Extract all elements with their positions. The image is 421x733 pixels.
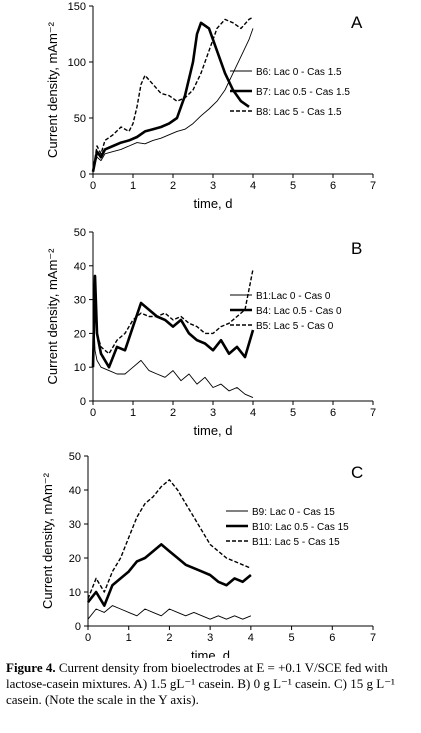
panel-c-series-line-1 — [87, 605, 252, 620]
panel-c-legend-entry-2: B10: Lac 0.5 - Cas 15 — [252, 522, 349, 533]
panel-b-legend-entry-1: B1:Lac 0 - Cas 0 — [256, 291, 331, 302]
panel-c-series-line-2 — [86, 543, 252, 607]
panel-b-y-tick-label: 30 — [74, 295, 86, 307]
panel-b-y-tick-label: 50 — [74, 227, 86, 239]
panel-b-series-line-3 — [92, 269, 254, 361]
panel-b-x-tick-label: 7 — [370, 407, 376, 419]
panel-c-x-tick-label: 5 — [289, 632, 295, 644]
panel-b-x-tick-label: 0 — [90, 407, 96, 419]
panel-b-legend-entry-3: B5: Lac 5 - Cas 0 — [256, 321, 334, 332]
panel-a-legend-entry-3: B8: Lac 5 - Cas 1.5 — [256, 107, 342, 118]
panel-a-x-tick-label: 7 — [370, 180, 376, 192]
panel-c-x-tick-label: 0 — [85, 632, 91, 644]
panel-c-legend-entry-3: B11: Lac 5 - Cas 15 — [252, 537, 340, 548]
panel-a-x-tick-label: 5 — [290, 180, 296, 192]
panel-a-legend-entry-1: B6: Lac 0 - Cas 1.5 — [256, 67, 342, 78]
panel-c-label: C — [351, 463, 363, 482]
panel-a-y-axis-label: Current density, mAm⁻² — [45, 21, 60, 158]
panel-c-y-tick-label: 20 — [69, 553, 81, 565]
panel-b-legend-entry-2: B4: Lac 0.5 - Cas 0 — [256, 306, 342, 317]
panel-c-x-tick-label: 7 — [370, 632, 376, 644]
panel-b-series-line-2 — [91, 274, 255, 369]
panel-a-x-axis-label: time, d — [193, 196, 232, 211]
panel-c-y-tick-label: 40 — [69, 485, 81, 497]
panel-c-y-tick-label: 0 — [75, 621, 81, 633]
panel-c-x-tick-label: 2 — [166, 632, 172, 644]
panel-a-x-tick-label: 0 — [90, 180, 96, 192]
panel-a-series-line-2 — [91, 21, 250, 173]
panel-c-y-axis-label: Current density, mAm⁻² — [40, 472, 55, 609]
panel-c-x-axis-label: time, d — [191, 648, 230, 658]
panel-b-label: B — [351, 239, 362, 258]
panel-a-x-tick-label: 3 — [210, 180, 216, 192]
panel-a-y-tick-label: 150 — [68, 1, 86, 13]
figure-caption: Figure 4. Current density from bioelectr… — [6, 660, 418, 708]
panel-a-y-tick-label: 100 — [68, 57, 86, 69]
panel-b-x-tick-label: 3 — [210, 407, 216, 419]
panel-a-label: A — [351, 13, 363, 32]
panel-b-x-tick-label: 6 — [330, 407, 336, 419]
caption-label: Figure 4. — [6, 660, 56, 675]
panel-c-series-line-3 — [87, 479, 252, 600]
panel-c-x-tick-label: 6 — [329, 632, 335, 644]
panel-c-x-tick-label: 4 — [248, 632, 254, 644]
panel-b-y-tick-label: 20 — [74, 328, 86, 340]
panel-b-y-axis-label: Current density, mAm⁻² — [45, 248, 60, 385]
panel-b-y-tick-label: 40 — [74, 261, 86, 273]
panel-a-legend-entry-2: B7: Lac 0.5 - Cas 1.5 — [256, 87, 350, 98]
panel-c-x-tick-label: 1 — [126, 632, 132, 644]
panel-c-x-tick-label: 3 — [207, 632, 213, 644]
panel-a-x-tick-label: 4 — [250, 180, 256, 192]
panel-b-y-tick-label: 0 — [80, 396, 86, 408]
panel-b-x-tick-label: 1 — [130, 407, 136, 419]
panel-a-y-tick-label: 50 — [74, 113, 86, 125]
panel-a-x-tick-label: 2 — [170, 180, 176, 192]
panel-a-series-line-1 — [92, 28, 254, 169]
panel-b-series-line-1 — [92, 299, 254, 399]
panel-b-x-tick-label: 2 — [170, 407, 176, 419]
panel-b-x-tick-label: 5 — [290, 407, 296, 419]
caption-text: Current density from bioelectrodes at E … — [6, 660, 395, 707]
panel-a-x-tick-label: 1 — [130, 180, 136, 192]
panel-c-y-tick-label: 10 — [69, 587, 81, 599]
panel-a-y-tick-label: 0 — [80, 169, 86, 181]
panel-b-y-tick-label: 10 — [74, 362, 86, 374]
panel-a-series-line-3 — [92, 16, 254, 171]
panel-c-legend-entry-1: B9: Lac 0 - Cas 15 — [252, 507, 335, 518]
panel-b-x-tick-label: 4 — [250, 407, 256, 419]
panel-c-y-tick-label: 50 — [69, 451, 81, 463]
panel-a-x-tick-label: 6 — [330, 180, 336, 192]
panel-b-x-axis-label: time, d — [193, 423, 232, 438]
panel-c-y-tick-label: 30 — [69, 519, 81, 531]
